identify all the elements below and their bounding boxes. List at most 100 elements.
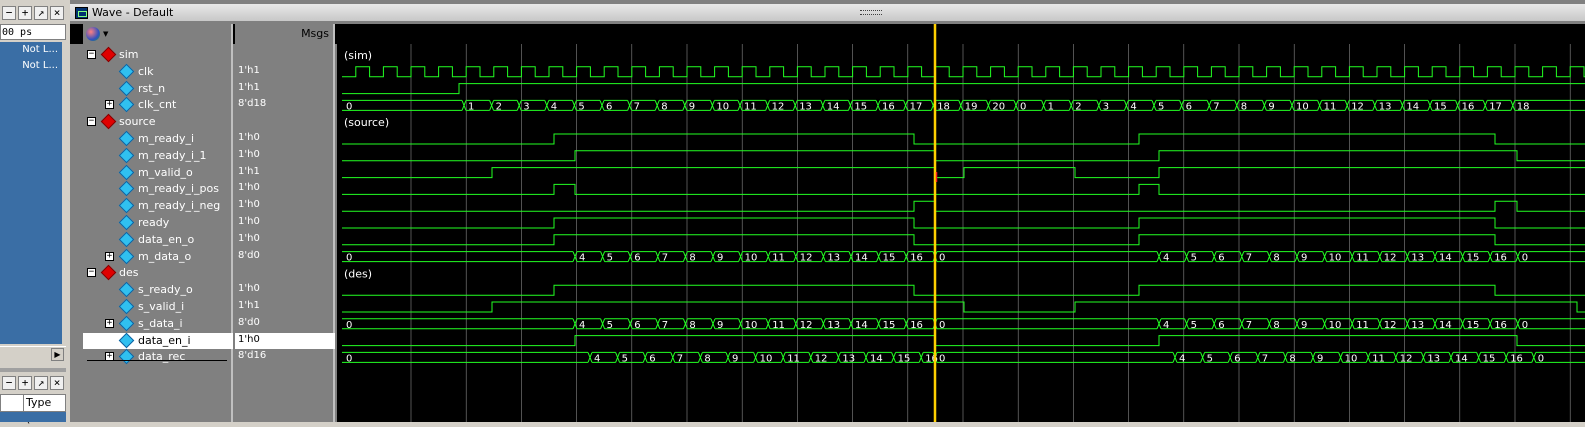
signal-row[interactable]: data_en_i bbox=[83, 332, 233, 349]
signal-value-row[interactable] bbox=[235, 114, 335, 130]
signal-value-row[interactable]: 8'd0 bbox=[235, 249, 335, 265]
signal-value-row[interactable]: 1'h1 bbox=[235, 299, 335, 315]
type-column-header[interactable]: Type (fil bbox=[23, 395, 65, 425]
waveform-display[interactable]: (sim) (source) (des) 0 1 2 3 4 5 6 7 8 9 10 11 12 13 14 15… bbox=[337, 24, 1585, 422]
signal-value-row[interactable]: 1'h1 bbox=[235, 165, 335, 181]
signal-row[interactable]: m_ready_i_1 bbox=[83, 147, 233, 164]
signal-value-row[interactable]: 8'd16 bbox=[235, 349, 335, 365]
signal-value-row[interactable]: 8'd0 bbox=[235, 316, 335, 332]
signal-row[interactable]: m_ready_i bbox=[83, 130, 233, 147]
close-icon[interactable]: × bbox=[50, 376, 64, 390]
bus-value-label: 6 bbox=[634, 320, 640, 331]
data-rec-wave-outline bbox=[342, 351, 1585, 363]
signal-values-pane[interactable]: 1'h1 1'h1 8'd18 1'h0 1'h0 1'h1 1'h0 1'h0 1'h0 1'h… bbox=[235, 44, 335, 422]
signal-value: 8'd0 bbox=[238, 316, 260, 328]
signal-value-row[interactable]: 1'h0 bbox=[235, 181, 335, 197]
signal-value: 1'h0 bbox=[238, 216, 260, 227]
signal-value-row[interactable]: 1'h1 bbox=[235, 81, 335, 97]
signal-row[interactable]: m_valid_o bbox=[83, 164, 233, 181]
collapse-icon[interactable]: − bbox=[2, 376, 16, 390]
signal-row[interactable]: rst_n bbox=[83, 80, 233, 97]
s-ready-o-wave bbox=[342, 284, 1585, 296]
signal-icon bbox=[118, 315, 135, 332]
column-header[interactable]: Type (fil bbox=[0, 394, 66, 425]
signal-names-pane[interactable]: − sim clk rst_n + clk_cnt − source m_ready_i m_re… bbox=[83, 44, 233, 422]
list-area bbox=[0, 412, 66, 422]
bus-value-label: 11 bbox=[772, 253, 785, 264]
bus-value-label: 12 bbox=[800, 320, 813, 331]
collapse-icon[interactable]: − bbox=[87, 49, 96, 59]
signal-value-row[interactable]: 1'h1 bbox=[235, 64, 335, 80]
collapse-icon[interactable]: − bbox=[87, 267, 96, 278]
signal-row[interactable]: + data_rec bbox=[83, 349, 233, 365]
bus-value-label: 13 bbox=[827, 320, 840, 331]
signal-row[interactable]: s_ready_o bbox=[83, 281, 233, 298]
expand-icon[interactable]: + bbox=[105, 99, 114, 110]
signal-value-row[interactable] bbox=[235, 265, 335, 281]
bus-value-label: 4 bbox=[594, 353, 600, 364]
chevron-down-icon[interactable]: ▼ bbox=[103, 30, 109, 38]
drag-grip-icon[interactable] bbox=[860, 10, 882, 15]
signal-value: 1'h0 bbox=[238, 333, 260, 345]
undock-icon[interactable]: ↗ bbox=[34, 6, 48, 20]
group-label: (source) bbox=[344, 116, 389, 129]
signal-value: 1'h1 bbox=[238, 64, 260, 76]
signal-value-row[interactable]: 1'h0 bbox=[235, 215, 335, 231]
list-item[interactable]: Not L... bbox=[22, 60, 58, 71]
signal-row[interactable]: + clk_cnt bbox=[83, 97, 233, 113]
horizontal-scrollbar[interactable]: ▶ bbox=[0, 346, 66, 362]
signal-row[interactable]: data_en_o bbox=[83, 231, 233, 248]
time-unit-label: 00 ps bbox=[2, 26, 33, 38]
signal-row[interactable]: + s_data_i bbox=[83, 315, 233, 332]
scroll-right-icon[interactable]: ▶ bbox=[51, 348, 64, 361]
bus-value-label: 0 bbox=[1538, 353, 1544, 364]
bus-value-label: 20 bbox=[992, 101, 1005, 112]
close-icon[interactable]: × bbox=[50, 6, 64, 20]
bus-value-label: 7 bbox=[1246, 320, 1252, 331]
signal-row[interactable]: − des bbox=[83, 265, 233, 281]
window-titlebar[interactable]: Wave - Default bbox=[70, 4, 1585, 22]
object-list[interactable]: Not L... Not L... bbox=[0, 42, 62, 344]
add-icon[interactable]: + bbox=[18, 376, 32, 390]
add-icon[interactable]: + bbox=[18, 6, 32, 20]
bus-value-label: 5 bbox=[1158, 101, 1164, 112]
time-ruler: 00 ps bbox=[0, 24, 66, 40]
signal-value-row[interactable]: 1'h0 bbox=[235, 232, 335, 248]
signal-row[interactable]: m_ready_i_neg bbox=[83, 197, 233, 214]
expand-icon[interactable]: + bbox=[105, 250, 114, 261]
signal-row[interactable]: clk bbox=[83, 63, 233, 80]
waveform-canvas[interactable]: (sim)(source)(des)0 1 2 3 4 5 6 7 8 9 10 11 12 13 14 15… bbox=[337, 24, 1585, 422]
signal-value-row[interactable]: 1'h0 bbox=[235, 332, 335, 349]
color-picker-icon[interactable] bbox=[86, 27, 100, 41]
signal-row[interactable]: m_ready_i_pos bbox=[83, 181, 233, 197]
signal-row[interactable]: + m_data_o bbox=[83, 248, 233, 265]
list-item[interactable]: Not L... bbox=[22, 44, 58, 55]
collapse-icon[interactable]: − bbox=[87, 116, 96, 127]
collapse-icon[interactable]: − bbox=[2, 6, 16, 20]
signal-value: 1'h0 bbox=[238, 283, 260, 295]
bus-value-label: 6 bbox=[606, 101, 612, 112]
expand-icon[interactable]: + bbox=[105, 317, 114, 328]
signal-name: m_ready_i_1 bbox=[138, 148, 207, 162]
bus-value-label: 6 bbox=[634, 253, 640, 264]
signal-value-row[interactable]: 1'h0 bbox=[235, 148, 335, 164]
signal-value-row[interactable]: 1'h0 bbox=[235, 282, 335, 298]
bus-value-label: 15 bbox=[898, 353, 911, 364]
signal-row[interactable]: s_valid_i bbox=[83, 298, 233, 315]
signal-row[interactable]: ready bbox=[83, 214, 233, 231]
bus-value-label: 15 bbox=[883, 320, 896, 331]
bus-value-label: 10 bbox=[1296, 101, 1309, 112]
signal-value-row[interactable]: 8'd18 bbox=[235, 97, 335, 113]
signal-row[interactable]: − source bbox=[83, 113, 233, 130]
signal-row[interactable]: − sim bbox=[83, 46, 233, 63]
undock-icon[interactable]: ↗ bbox=[34, 376, 48, 390]
signal-value-row[interactable]: 1'h0 bbox=[235, 131, 335, 147]
signal-value-row[interactable]: 1'h0 bbox=[235, 198, 335, 214]
signal-value-row[interactable] bbox=[235, 47, 335, 63]
bus-value-label: 13 bbox=[1379, 101, 1392, 112]
signal-icon bbox=[118, 181, 135, 197]
left-panel-toolbar: − + ↗ × bbox=[0, 4, 66, 22]
clk-cnt-wave-outline bbox=[342, 99, 1585, 111]
bus-value-label: 16 bbox=[1494, 320, 1507, 331]
panel-divider[interactable] bbox=[0, 368, 66, 372]
